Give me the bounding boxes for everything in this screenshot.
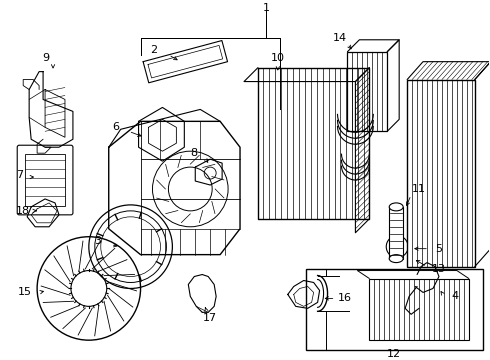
Text: 12: 12: [387, 349, 401, 359]
Text: 6: 6: [112, 122, 119, 132]
Text: 3: 3: [94, 236, 101, 246]
Text: 18: 18: [16, 206, 30, 216]
Text: 1: 1: [262, 3, 270, 13]
Text: 11: 11: [412, 184, 426, 194]
Ellipse shape: [389, 203, 403, 211]
Text: 4: 4: [451, 291, 459, 301]
Bar: [389, 207, 403, 258]
Text: 7: 7: [16, 170, 23, 180]
Bar: [369, 279, 469, 340]
Text: 8: 8: [191, 148, 198, 158]
Bar: [25, 154, 65, 206]
Text: 9: 9: [43, 53, 49, 63]
Text: 10: 10: [271, 53, 285, 63]
Text: 17: 17: [203, 313, 217, 323]
Ellipse shape: [389, 255, 403, 262]
Text: 15: 15: [18, 287, 32, 297]
Bar: [347, 52, 387, 131]
Text: 14: 14: [332, 33, 346, 43]
Text: 13: 13: [432, 264, 446, 274]
FancyBboxPatch shape: [17, 145, 73, 215]
Bar: [306, 269, 483, 350]
Bar: [407, 80, 475, 266]
Text: 16: 16: [338, 293, 351, 303]
Text: 5: 5: [436, 244, 442, 254]
Text: 2: 2: [150, 45, 157, 55]
